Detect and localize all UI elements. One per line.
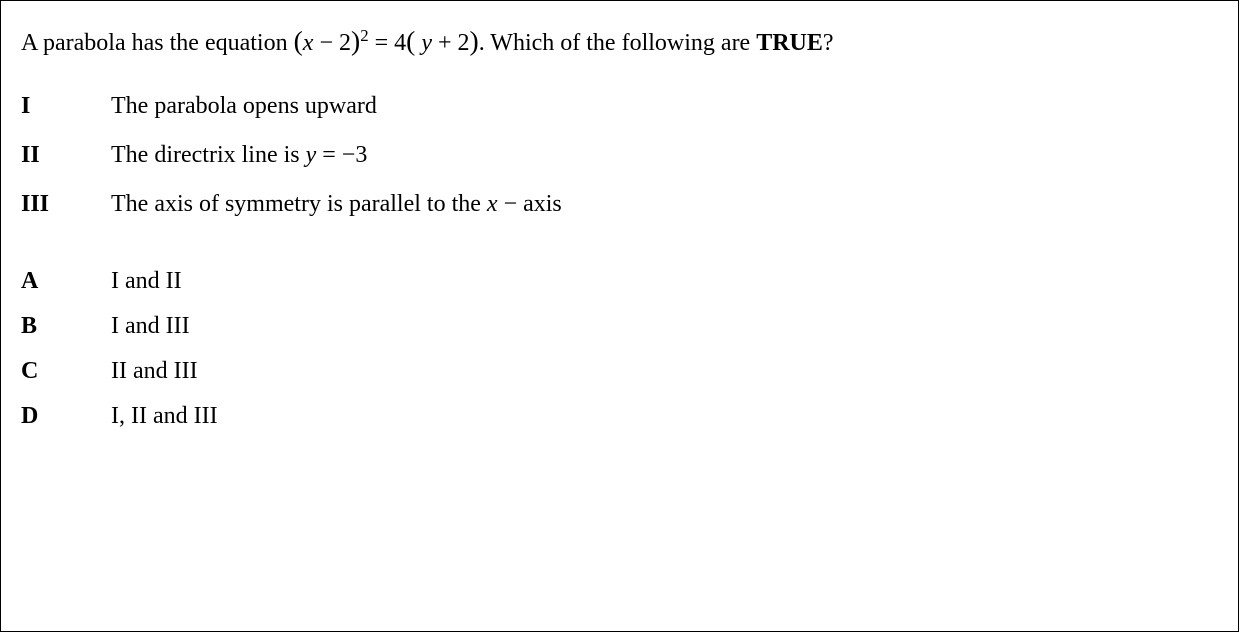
statement-row: II The directrix line is y = −3 — [21, 142, 1218, 169]
statement-text-3: The axis of symmetry is parallel to the … — [111, 191, 1218, 218]
option-label-d: D — [21, 403, 111, 430]
option-row: A I and II — [21, 268, 1218, 295]
statement-label-1: I — [21, 93, 111, 120]
statement-text-1: The parabola opens upward — [111, 93, 1218, 120]
question-bold: TRUE — [756, 30, 823, 56]
option-text-b: I and III — [111, 313, 1218, 340]
option-row: B I and III — [21, 313, 1218, 340]
question-end: ? — [823, 30, 834, 56]
question-text: A parabola has the equation (x − 2)2 = 4… — [21, 19, 1218, 63]
options-block: A I and II B I and III C II and III D I,… — [21, 268, 1218, 430]
option-label-c: C — [21, 358, 111, 385]
statements-block: I The parabola opens upward II The direc… — [21, 93, 1218, 218]
option-text-d: I, II and III — [111, 403, 1218, 430]
statement-row: III The axis of symmetry is parallel to … — [21, 191, 1218, 218]
option-label-b: B — [21, 313, 111, 340]
question-prefix: A parabola has the equation — [21, 30, 294, 56]
option-label-a: A — [21, 268, 111, 295]
option-row: C II and III — [21, 358, 1218, 385]
option-text-c: II and III — [111, 358, 1218, 385]
statement-label-3: III — [21, 191, 111, 218]
option-text-a: I and II — [111, 268, 1218, 295]
option-row: D I, II and III — [21, 403, 1218, 430]
statement-row: I The parabola opens upward — [21, 93, 1218, 120]
statement-label-2: II — [21, 142, 111, 169]
statement-text-2: The directrix line is y = −3 — [111, 142, 1218, 169]
question-suffix: . Which of the following are — [479, 30, 756, 56]
